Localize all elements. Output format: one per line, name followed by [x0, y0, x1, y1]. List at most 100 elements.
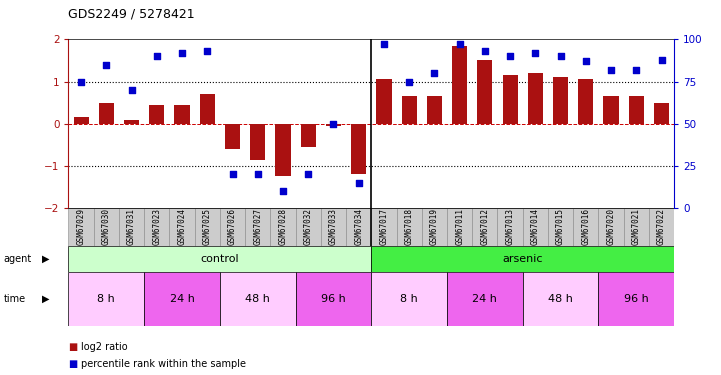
Point: [226, 171, 238, 177]
Point: [76, 79, 87, 85]
Bar: [503, 75, 518, 124]
Point: [101, 62, 112, 68]
Bar: [573, 208, 598, 246]
Text: GSM67022: GSM67022: [657, 209, 666, 245]
Text: GSM67020: GSM67020: [606, 209, 616, 245]
Bar: [149, 105, 164, 124]
Bar: [225, 124, 240, 149]
Point: [479, 48, 490, 54]
Point: [505, 53, 516, 59]
Bar: [472, 208, 497, 246]
Point: [327, 121, 339, 127]
Point: [655, 57, 667, 63]
Text: 8 h: 8 h: [400, 294, 418, 304]
Bar: [220, 272, 296, 326]
Text: GSM67016: GSM67016: [581, 209, 590, 245]
Bar: [523, 272, 598, 326]
Point: [353, 180, 364, 186]
Text: GSM67033: GSM67033: [329, 209, 338, 245]
Point: [555, 53, 567, 59]
Bar: [250, 124, 265, 160]
Text: GSM67014: GSM67014: [531, 209, 540, 245]
Text: GSM67032: GSM67032: [304, 209, 313, 245]
Bar: [578, 80, 593, 124]
Point: [176, 50, 187, 56]
Bar: [296, 208, 321, 246]
Text: percentile rank within the sample: percentile rank within the sample: [81, 359, 247, 369]
Bar: [144, 272, 220, 326]
Text: GSM67021: GSM67021: [632, 209, 641, 245]
Bar: [94, 208, 119, 246]
Text: GSM67011: GSM67011: [455, 209, 464, 245]
Text: ▶: ▶: [42, 294, 49, 304]
Text: 24 h: 24 h: [472, 294, 497, 304]
Text: time: time: [4, 294, 26, 304]
Point: [605, 67, 616, 73]
Text: ▶: ▶: [42, 254, 49, 264]
Bar: [371, 246, 674, 272]
Bar: [220, 208, 245, 246]
Bar: [195, 208, 220, 246]
Text: GSM67023: GSM67023: [152, 209, 162, 245]
Text: GDS2249 / 5278421: GDS2249 / 5278421: [68, 8, 195, 21]
Bar: [346, 208, 371, 246]
Text: GSM67025: GSM67025: [203, 209, 212, 245]
Bar: [270, 208, 296, 246]
Text: 48 h: 48 h: [548, 294, 573, 304]
Bar: [402, 96, 417, 124]
Text: GSM67030: GSM67030: [102, 209, 111, 245]
Text: 8 h: 8 h: [97, 294, 115, 304]
Bar: [427, 96, 442, 124]
Text: GSM67024: GSM67024: [177, 209, 187, 245]
Point: [630, 67, 642, 73]
Text: GSM67013: GSM67013: [505, 209, 515, 245]
Point: [580, 58, 591, 64]
Bar: [351, 124, 366, 174]
Point: [378, 42, 389, 48]
Bar: [603, 96, 619, 124]
Bar: [296, 272, 371, 326]
Bar: [144, 208, 169, 246]
Bar: [371, 272, 447, 326]
Point: [454, 42, 466, 48]
Bar: [397, 208, 422, 246]
Text: 24 h: 24 h: [169, 294, 195, 304]
Text: GSM67017: GSM67017: [379, 209, 389, 245]
Point: [404, 79, 415, 85]
Text: GSM67027: GSM67027: [253, 209, 262, 245]
Text: ■: ■: [68, 342, 78, 352]
Text: GSM67015: GSM67015: [556, 209, 565, 245]
Point: [126, 87, 138, 93]
Bar: [654, 103, 669, 124]
Bar: [497, 208, 523, 246]
Bar: [447, 272, 523, 326]
Text: control: control: [200, 254, 239, 264]
Bar: [200, 94, 215, 124]
Bar: [598, 272, 674, 326]
Text: ■: ■: [68, 359, 78, 369]
Bar: [68, 246, 371, 272]
Text: GSM67026: GSM67026: [228, 209, 237, 245]
Bar: [624, 208, 649, 246]
Bar: [74, 117, 89, 124]
Bar: [376, 80, 392, 124]
Bar: [68, 272, 144, 326]
Point: [252, 171, 264, 177]
Bar: [649, 208, 674, 246]
Bar: [99, 103, 114, 124]
Bar: [245, 208, 270, 246]
Bar: [68, 208, 94, 246]
Point: [303, 171, 314, 177]
Bar: [523, 208, 548, 246]
Point: [428, 70, 440, 76]
Bar: [598, 208, 624, 246]
Point: [151, 53, 163, 59]
Bar: [326, 124, 341, 126]
Bar: [371, 208, 397, 246]
Text: log2 ratio: log2 ratio: [81, 342, 128, 352]
Bar: [321, 208, 346, 246]
Text: GSM67012: GSM67012: [480, 209, 490, 245]
Text: GSM67034: GSM67034: [354, 209, 363, 245]
Bar: [447, 208, 472, 246]
Bar: [629, 96, 644, 124]
